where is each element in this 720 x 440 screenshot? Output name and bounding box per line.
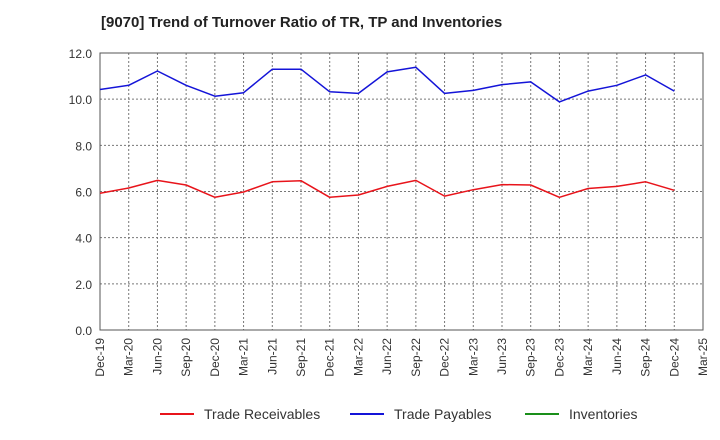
y-tick-label: 12.0	[69, 47, 93, 61]
legend-label: Trade Payables	[394, 406, 492, 422]
x-tick-label: Dec-21	[323, 338, 337, 377]
y-tick-label: 6.0	[75, 186, 92, 200]
chart-title: [9070] Trend of Turnover Ratio of TR, TP…	[101, 14, 503, 31]
y-tick-label: 4.0	[75, 232, 92, 246]
y-tick-label: 0.0	[75, 324, 92, 338]
x-tick-label: Sep-24	[639, 338, 653, 377]
x-tick-label: Mar-21	[237, 338, 251, 376]
x-tick-label: Sep-21	[294, 338, 308, 377]
y-tick-label: 2.0	[75, 278, 92, 292]
x-tick-label: Mar-23	[466, 338, 480, 376]
x-tick-label: Jun-20	[150, 338, 164, 375]
x-tick-label: Dec-22	[438, 338, 452, 377]
legend-label: Inventories	[569, 406, 637, 422]
x-tick-label: Dec-24	[667, 338, 681, 377]
x-tick-label: Mar-25	[696, 338, 710, 376]
x-tick-label: Jun-23	[495, 338, 509, 375]
x-tick-label: Dec-19	[93, 338, 107, 377]
x-tick-label: Mar-20	[122, 338, 136, 376]
x-tick-label: Jun-21	[265, 338, 279, 375]
y-tick-label: 8.0	[75, 139, 92, 153]
x-tick-label: Mar-24	[581, 338, 595, 376]
x-tick-label: Jun-24	[610, 338, 624, 375]
series-line-1	[99, 66, 675, 103]
y-tick-label: 10.0	[69, 93, 93, 107]
x-tick-label: Dec-23	[552, 338, 566, 377]
x-tick-label: Sep-20	[179, 338, 193, 377]
x-tick-label: Dec-20	[208, 338, 222, 377]
series-line-0	[99, 179, 675, 199]
legend-label: Trade Receivables	[204, 406, 320, 422]
x-tick-label: Jun-22	[380, 338, 394, 375]
plot-frame	[99, 52, 704, 331]
x-tick-label: Sep-23	[524, 338, 538, 377]
x-tick-label: Mar-22	[351, 338, 365, 376]
x-tick-label: Sep-22	[409, 338, 423, 377]
